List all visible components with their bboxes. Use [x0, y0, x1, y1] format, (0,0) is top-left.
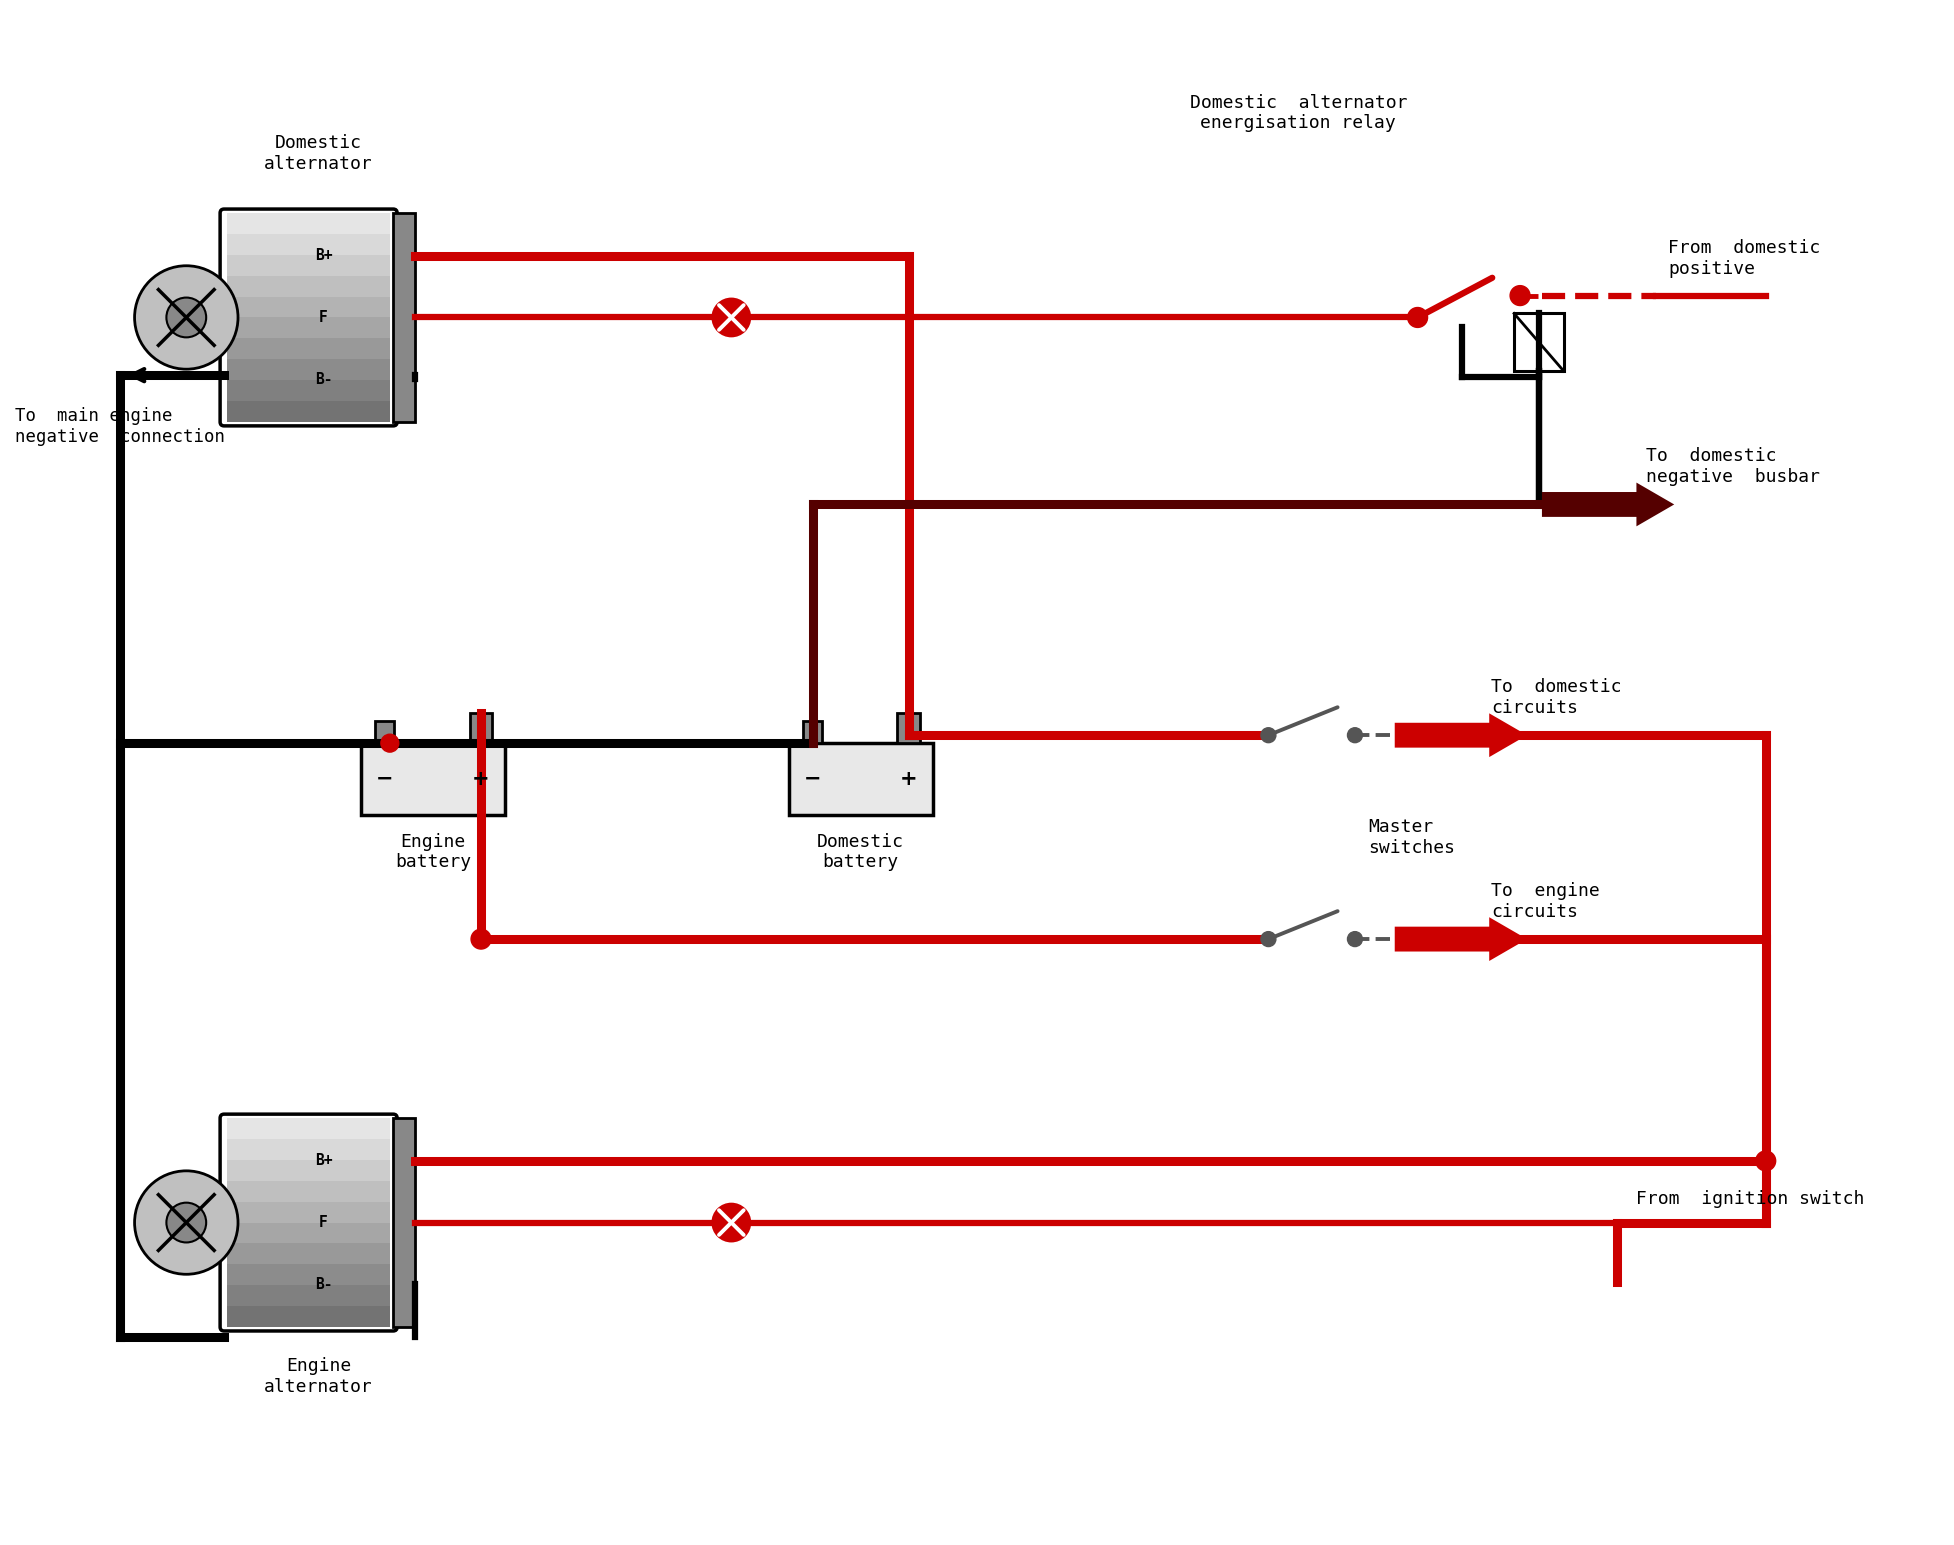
Bar — [227, 360, 391, 380]
Bar — [227, 255, 391, 275]
Text: From  domestic
positive: From domestic positive — [1669, 239, 1821, 278]
Bar — [227, 338, 391, 360]
Text: −: − — [803, 769, 821, 789]
Text: B-: B- — [315, 372, 332, 386]
Bar — [227, 1306, 391, 1327]
Bar — [803, 722, 823, 743]
Text: +: + — [901, 769, 918, 789]
Text: Domestic
battery: Domestic battery — [817, 833, 905, 871]
Bar — [375, 722, 395, 743]
Bar — [227, 233, 391, 255]
Bar — [227, 1160, 391, 1180]
Bar — [227, 213, 391, 233]
Circle shape — [381, 734, 399, 752]
Bar — [227, 1180, 391, 1202]
Text: To  main engine
negative  connection: To main engine negative connection — [16, 406, 225, 447]
Circle shape — [1260, 932, 1276, 947]
Bar — [227, 402, 391, 422]
Circle shape — [135, 266, 238, 369]
Text: F: F — [319, 311, 328, 324]
Circle shape — [166, 298, 207, 337]
Circle shape — [471, 929, 490, 949]
Text: To  domestic
negative  busbar: To domestic negative busbar — [1647, 447, 1821, 487]
Circle shape — [711, 1202, 750, 1242]
Text: Domestic
alternator: Domestic alternator — [264, 134, 373, 173]
Text: B-: B- — [315, 1276, 332, 1292]
Circle shape — [1260, 728, 1276, 743]
Bar — [393, 213, 414, 422]
Circle shape — [1510, 286, 1530, 306]
Text: Domestic  alternator
energisation relay: Domestic alternator energisation relay — [1190, 94, 1407, 133]
Circle shape — [711, 298, 750, 337]
Circle shape — [1757, 1151, 1776, 1171]
Text: To  domestic
circuits: To domestic circuits — [1491, 678, 1622, 717]
Text: B+: B+ — [315, 249, 332, 263]
Circle shape — [1348, 728, 1362, 743]
Bar — [227, 1222, 391, 1244]
Bar — [227, 1139, 391, 1160]
Text: B+: B+ — [315, 1154, 332, 1168]
Text: +: + — [473, 769, 490, 789]
Bar — [227, 1119, 391, 1139]
Text: Master
switches: Master switches — [1368, 817, 1456, 856]
FancyArrow shape — [1395, 714, 1526, 757]
Bar — [227, 317, 391, 338]
Bar — [897, 714, 920, 743]
Text: Engine
alternator: Engine alternator — [264, 1357, 373, 1395]
Text: −: − — [375, 769, 393, 789]
Text: To  engine
circuits: To engine circuits — [1491, 882, 1600, 921]
Bar — [361, 743, 504, 814]
Circle shape — [1407, 307, 1428, 328]
FancyArrow shape — [1542, 482, 1675, 527]
Circle shape — [1348, 932, 1362, 947]
Bar — [789, 743, 932, 814]
Bar — [469, 714, 492, 743]
Bar — [227, 1244, 391, 1264]
Bar — [1514, 314, 1563, 371]
Bar — [227, 297, 391, 317]
Bar — [227, 1202, 391, 1222]
Bar — [227, 275, 391, 297]
FancyArrow shape — [1395, 918, 1526, 961]
Bar — [393, 1119, 414, 1327]
Text: F: F — [319, 1214, 328, 1230]
Bar — [227, 380, 391, 402]
Circle shape — [135, 1171, 238, 1275]
Bar — [227, 1264, 391, 1285]
Text: Engine
battery: Engine battery — [395, 833, 471, 871]
Text: From  ignition switch: From ignition switch — [1635, 1190, 1864, 1208]
Bar — [227, 1285, 391, 1306]
Circle shape — [166, 1202, 207, 1242]
